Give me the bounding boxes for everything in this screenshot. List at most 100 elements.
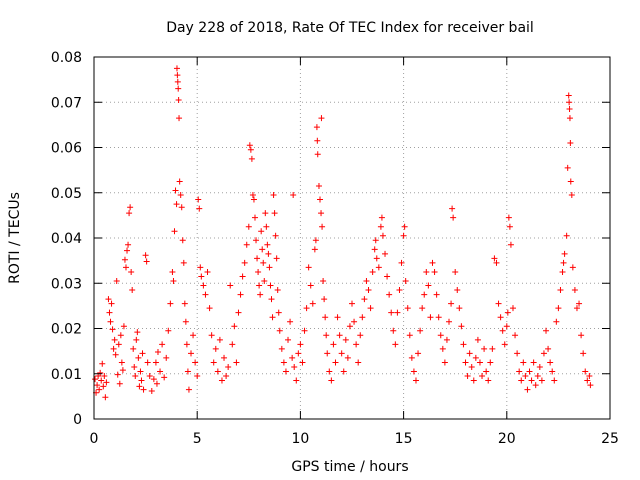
y-tick-label: 0	[73, 412, 82, 428]
data-point	[295, 350, 302, 357]
data-point	[312, 237, 319, 244]
data-point	[567, 178, 574, 185]
data-point	[566, 99, 573, 106]
data-point	[233, 359, 240, 366]
data-point	[122, 264, 129, 271]
data-point	[318, 115, 325, 122]
data-point	[229, 341, 236, 348]
data-point	[183, 341, 190, 348]
data-point	[192, 359, 199, 366]
data-point	[507, 241, 514, 248]
data-point	[218, 377, 225, 384]
data-point	[105, 296, 112, 303]
data-point	[143, 258, 150, 265]
data-point	[261, 277, 268, 284]
data-point	[571, 287, 578, 294]
data-point	[586, 373, 593, 380]
data-point	[342, 336, 349, 343]
data-point	[179, 237, 186, 244]
data-point	[206, 305, 213, 312]
data-point	[530, 359, 537, 366]
data-point	[126, 210, 133, 217]
data-point	[320, 277, 327, 284]
data-point	[561, 250, 568, 257]
data-point	[94, 382, 101, 389]
data-point	[109, 326, 116, 333]
y-tick-label: 0.08	[51, 50, 82, 66]
data-point	[371, 246, 378, 253]
data-point	[150, 376, 157, 383]
data-point	[491, 255, 498, 262]
data-point	[257, 291, 264, 298]
data-point	[365, 287, 372, 294]
data-point	[421, 291, 428, 298]
data-point	[159, 341, 166, 348]
data-point	[505, 214, 512, 221]
y-axis-label: ROTI / TECUs	[7, 192, 23, 284]
data-point	[582, 368, 589, 375]
data-point	[221, 354, 228, 361]
x-axis-label: GPS time / hours	[291, 459, 408, 475]
data-point	[328, 377, 335, 384]
data-point	[540, 350, 547, 357]
data-point	[204, 268, 211, 275]
data-point	[124, 247, 131, 254]
data-point	[584, 377, 591, 384]
y-tick-label: 0.04	[51, 231, 82, 247]
data-point	[239, 273, 246, 280]
data-point	[246, 142, 253, 149]
data-point	[330, 341, 337, 348]
data-point	[274, 287, 281, 294]
data-point	[375, 264, 382, 271]
data-point	[253, 237, 260, 244]
data-point	[378, 214, 385, 221]
y-tick-label: 0.01	[51, 367, 82, 383]
data-point	[250, 196, 257, 203]
data-point	[404, 305, 411, 312]
data-point	[115, 341, 122, 348]
data-point	[578, 332, 585, 339]
data-point	[194, 373, 201, 380]
data-point	[245, 223, 252, 230]
data-point	[131, 363, 138, 370]
data-point	[449, 205, 456, 212]
data-point	[390, 327, 397, 334]
data-point	[121, 256, 128, 263]
data-point	[97, 369, 104, 376]
data-point	[400, 232, 407, 239]
data-point	[181, 300, 188, 307]
data-point	[101, 373, 108, 380]
data-point	[538, 377, 545, 384]
data-point	[439, 345, 446, 352]
data-point	[237, 291, 244, 298]
data-point	[190, 332, 197, 339]
data-point	[495, 300, 502, 307]
data-point	[287, 318, 294, 325]
data-point	[408, 354, 415, 361]
data-point	[402, 277, 409, 284]
data-point	[576, 300, 583, 307]
data-point	[184, 368, 191, 375]
data-point	[198, 273, 205, 280]
data-point	[534, 373, 541, 380]
data-point	[307, 282, 314, 289]
data-point	[555, 305, 562, 312]
data-point	[363, 277, 370, 284]
data-point	[135, 354, 142, 361]
data-point	[545, 345, 552, 352]
data-point	[468, 363, 475, 370]
data-point	[384, 273, 391, 280]
data-point	[489, 345, 496, 352]
data-point	[157, 368, 164, 375]
data-point	[415, 350, 422, 357]
data-point	[361, 296, 368, 303]
data-point	[180, 259, 187, 266]
data-point	[182, 318, 189, 325]
data-point	[247, 146, 254, 153]
data-point	[483, 368, 490, 375]
data-point	[136, 383, 143, 390]
data-point	[271, 210, 278, 217]
data-point	[216, 336, 223, 343]
data-point	[427, 314, 434, 321]
data-point	[532, 382, 539, 389]
